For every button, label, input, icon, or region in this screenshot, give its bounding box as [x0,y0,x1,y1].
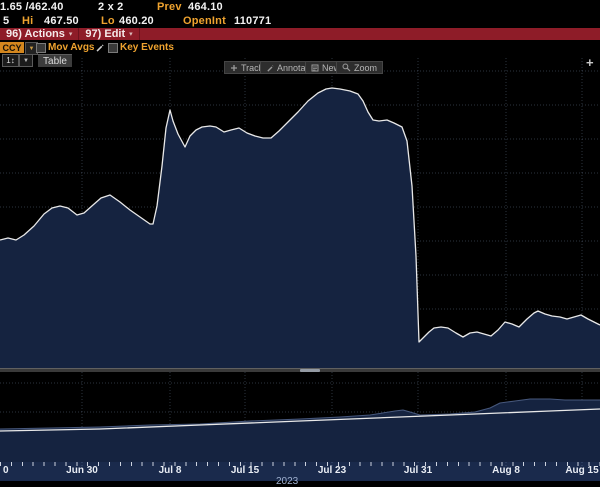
add-panel-button[interactable]: + [586,55,594,70]
prev-label: Prev [157,1,182,13]
actions-menu-label: 96) Actions [6,28,65,40]
hi-value: 467.50 [44,15,79,27]
key-events-checkbox[interactable] [108,43,118,53]
openint-label: OpenInt [183,15,226,27]
actions-menu-button[interactable]: 96) Actions ▾ [0,28,80,40]
mov-avgs-checkbox[interactable] [36,43,46,53]
lo-label: Lo [101,15,115,27]
pencil-icon [267,64,274,72]
x-axis-tick-label: Jul 8 [158,465,182,476]
lo-value: 460.20 [119,15,154,27]
partial-left-value: 5 [3,15,10,27]
plus-icon [231,64,237,71]
market-size: 2 x 2 [98,1,124,13]
pencil-icon[interactable] [95,43,104,52]
openint-value: 110771 [234,15,272,27]
panel-separator-drag-handle[interactable] [300,369,320,372]
magnifier-icon [342,63,351,72]
track-label: Track [241,62,264,73]
news-label: News [322,62,345,73]
hi-label: Hi [22,15,34,27]
zoom-label: Zoom [354,62,378,73]
menu-bar: 96) Actions ▾ 97) Edit ▾ [0,28,600,40]
edit-menu-label: 97) Edit [85,28,126,40]
price-chart-canvas[interactable] [0,56,600,481]
x-axis-year-label: 2023 [276,476,299,487]
security-type-select[interactable]: CCY [0,42,24,53]
interval-dropdown-arrow[interactable]: ▼ [19,54,33,67]
chevron-down-icon: ▾ [129,31,133,38]
prev-value: 464.10 [188,1,223,13]
x-axis-tick-label: Jul 31 [403,465,433,476]
key-events-label[interactable]: Key Events [120,42,174,53]
x-axis-tick-label: Jul 15 [230,465,260,476]
interval-selector[interactable]: 1↕ [2,54,19,67]
news-icon [311,64,319,71]
x-axis-tick-label: Aug 15 [565,465,599,476]
track-button[interactable]: Track [224,61,270,74]
mov-avgs-label[interactable]: Mov Avgs [48,42,95,53]
x-axis-tick-label: 0 [3,465,9,476]
annotate-label: Annotate [277,62,314,73]
chevron-down-icon: ▾ [68,31,73,38]
zoom-button[interactable]: Zoom [336,61,384,74]
x-axis-tick-label: Jun 30 [66,465,98,476]
x-axis-tick-label: Aug 8 [492,465,520,476]
x-axis-tick-label: Jul 23 [317,465,347,476]
edit-menu-button[interactable]: 97) Edit ▾ [79,28,140,40]
table-button[interactable]: Table [38,54,72,67]
bid-ask-price: 1.65 /462.40 [0,1,64,13]
x-axis-tick-marks [0,462,600,466]
